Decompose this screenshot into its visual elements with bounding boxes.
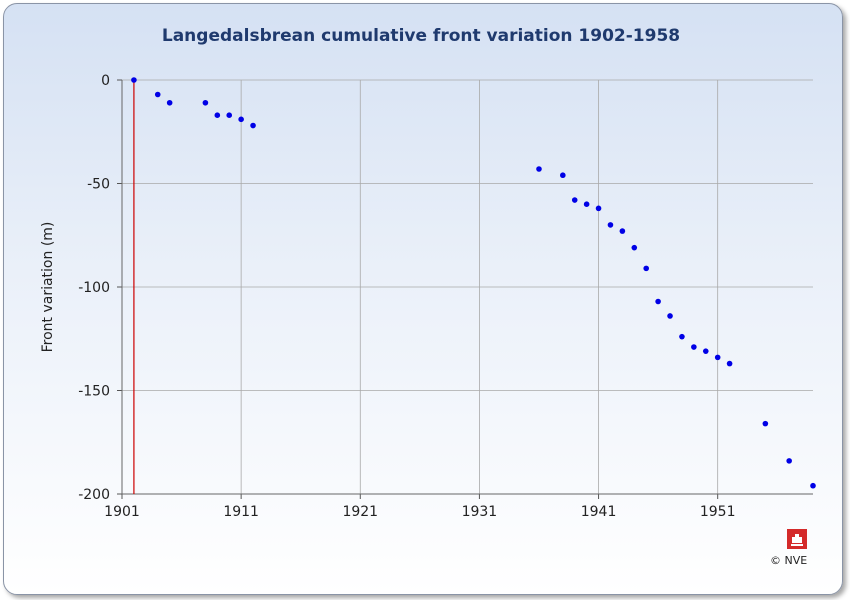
data-point [810,482,816,489]
data-point [762,420,769,427]
data-point [571,197,578,203]
data-point [250,122,256,129]
y-tick-label: -50 [87,177,110,193]
data-point [679,333,685,340]
data-point [214,112,221,118]
data-point [667,313,673,319]
x-tick-label: 1951 [700,504,736,520]
data-point [643,265,650,272]
data-point [166,99,173,106]
x-tick-label: 1921 [342,504,378,520]
data-point [631,244,638,251]
data-point [655,298,661,305]
x-tick-label: 1941 [581,504,617,520]
x-tick-label: 1901 [104,504,140,520]
x-tick-label: 1931 [462,504,498,520]
data-point [607,222,614,228]
data-point [595,205,602,212]
copyright-credit: © NVE [770,554,808,567]
data-point [154,91,161,98]
data-point [714,354,721,361]
data-point [131,77,137,83]
data-point [619,228,626,234]
y-tick-label: -150 [78,384,110,400]
y-tick-label: 0 [101,73,110,89]
nve-logo-icon [787,529,807,549]
data-point [726,360,733,367]
data-point [786,458,792,464]
chart-title: Langedalsbrean cumulative front variatio… [161,26,681,46]
y-tick-label: -100 [78,280,110,296]
chart-frame [3,3,843,595]
y-tick-label: -200 [78,487,110,503]
data-point [202,99,209,106]
data-point [536,166,542,172]
data-point [691,344,697,350]
data-point [702,348,709,354]
data-point [226,112,233,118]
data-point [560,172,566,179]
data-point [238,116,244,123]
x-tick-label: 1911 [223,504,259,520]
data-point [583,201,590,207]
